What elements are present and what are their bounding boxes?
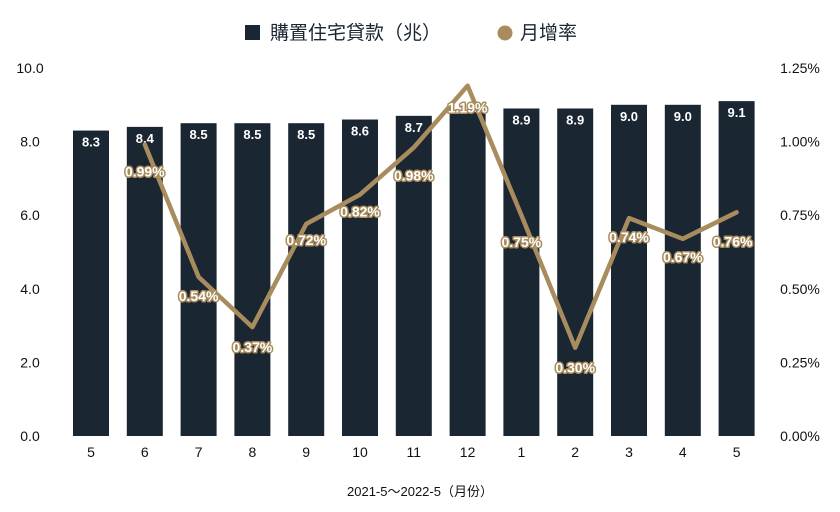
bar-data-label: 9.0 [620,109,638,124]
line-data-label: 0.37% [233,339,273,355]
right-y-axis: 0.00% 0.25% 0.50% 0.75% 1.00% 1.25% [780,60,820,444]
x-tick-label: 6 [141,444,149,460]
bar [718,101,755,437]
x-tick-label: 7 [195,444,203,460]
left-y-tick-label: 2.0 [20,354,40,370]
line-data-label: 0.67% [663,249,703,265]
line-data-label: 0.72% [286,232,326,248]
bar-data-label: 9.0 [674,109,692,124]
bar-data-label: 8.4 [136,131,155,146]
bar-data-label: 8.9 [566,112,584,127]
right-y-tick-label: 1.25% [780,60,820,76]
bar [288,123,325,436]
left-y-axis: 0.0 2.0 4.0 6.0 8.0 10.0 [16,60,43,444]
line-series [142,83,739,350]
x-tick-label: 11 [407,444,422,460]
bar-data-label: 8.9 [512,112,530,127]
bar [342,119,378,437]
line-data-label: 0.98% [394,167,434,183]
left-y-tick-label: 4.0 [20,281,40,297]
legend-line-swatch [497,25,513,41]
bar [73,130,109,436]
right-y-tick-label: 0.50% [780,281,820,297]
line-data-label: 1.19% [448,100,488,116]
x-tick-label: 8 [249,444,257,460]
right-y-tick-label: 0.75% [780,207,820,223]
bar [449,112,486,436]
x-tick-label: 2 [571,444,579,460]
line-data-label: 0.54% [179,288,219,304]
line-data-label: 0.74% [609,229,649,245]
bar-data-labels: 8.3 8.4 8.5 8.5 8.5 8.6 8.7 8.9 8.9 9.0 9.0 9.1 [82,105,746,149]
line-data-label: 0.30% [555,360,595,376]
bar-data-label: 9.1 [728,105,746,120]
right-y-tick-label: 0.25% [780,354,820,370]
x-axis: 5 6 7 8 9 10 11 12 1 2 3 4 5 [87,444,741,460]
line-path [142,83,739,350]
bar [395,115,432,436]
legend-line-label: 月增率 [520,22,577,44]
x-tick-label: 12 [460,444,476,460]
x-axis-title: 2021-5～2022-5（月份） [347,484,493,499]
bar-data-label: 8.5 [297,127,315,142]
left-y-tick-label: 10.0 [16,60,43,76]
x-tick-label: 1 [518,444,526,460]
bar [611,104,647,437]
line-data-label: 0.82% [340,204,380,220]
right-y-tick-label: 0.00% [780,428,820,444]
line-data-labels: 0.99% 0.54% 0.37% 0.72% 0.82% 0.98% 1.19% 0.75%… [123,98,754,377]
bar-data-label: 8.5 [190,127,208,142]
bar [664,104,701,437]
left-y-tick-label: 8.0 [20,134,40,150]
x-tick-label: 3 [625,444,633,460]
bar-data-label: 8.7 [405,120,423,135]
x-tick-label: 5 [87,444,95,460]
bar-data-label: 8.6 [351,124,369,139]
left-y-tick-label: 6.0 [20,207,40,223]
x-tick-label: 9 [302,444,310,460]
legend-bar-label: 購置住宅貸款（兆） [270,22,441,44]
line-data-label: 0.75% [502,234,542,250]
bar [557,108,594,436]
line-data-label: 0.76% [713,233,753,249]
bar-data-label: 8.5 [243,127,261,142]
right-y-tick-label: 1.00% [780,134,820,150]
legend-bar-swatch [245,25,260,40]
left-y-tick-label: 0.0 [20,428,40,444]
legend: 購置住宅貸款（兆） 月增率 [245,22,577,44]
bar-data-label: 8.3 [82,135,100,150]
line-data-label: 0.99% [125,164,165,180]
x-tick-label: 5 [733,444,741,460]
x-tick-label: 4 [679,444,687,460]
bar-series [73,101,755,437]
bar [503,108,540,436]
x-tick-label: 10 [352,444,368,460]
bar [234,123,271,436]
